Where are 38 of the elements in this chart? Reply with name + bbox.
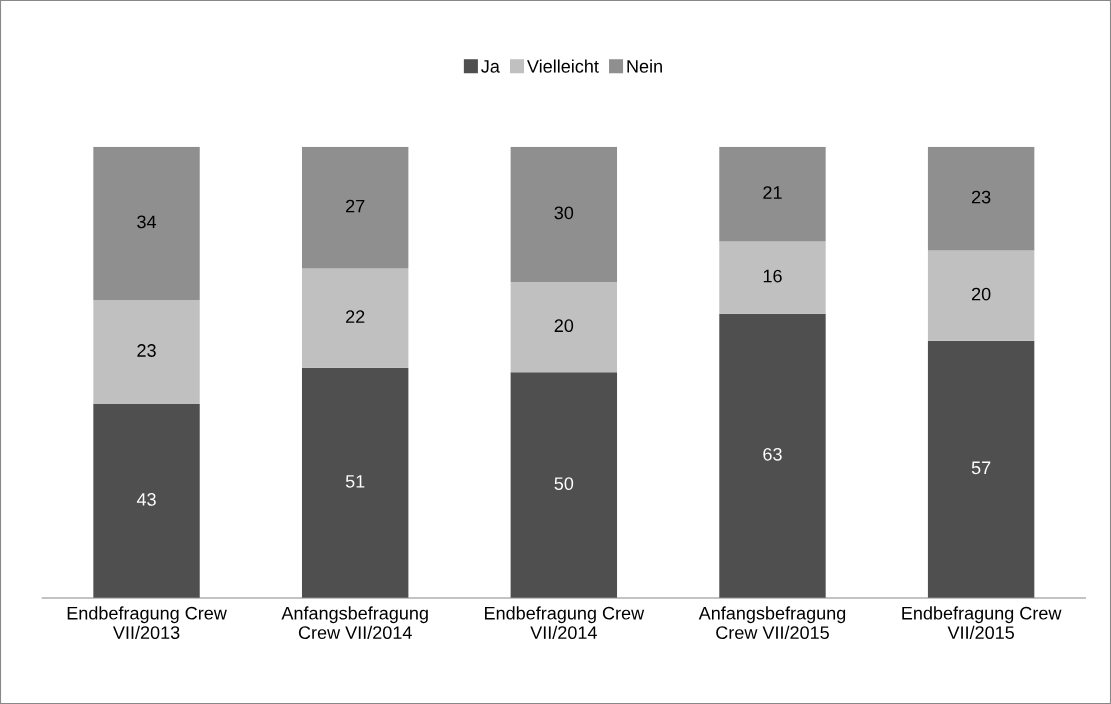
x-tick-label: Endbefragung Crew VII/2015 — [902, 606, 1062, 640]
data-label: 27 — [346, 199, 365, 213]
data-label: 23 — [971, 190, 991, 204]
bar — [719, 313, 826, 598]
bar — [93, 300, 200, 404]
data-label: 20 — [554, 319, 574, 333]
data-label: 50 — [554, 477, 574, 491]
bar — [719, 241, 826, 314]
data-label: 20 — [971, 287, 991, 301]
legend-label: Vielleicht — [527, 59, 599, 73]
bar — [301, 367, 409, 598]
bar — [927, 250, 1035, 341]
x-tick-label: Endbefragung Crew VII/2013 — [67, 606, 227, 640]
bar — [510, 146, 618, 283]
bar — [927, 146, 1035, 251]
bar — [93, 403, 200, 598]
bar — [719, 146, 826, 242]
data-label: 23 — [137, 344, 156, 357]
x-tick-label: Anfangsbefragung Crew VII/2014 — [281, 606, 428, 640]
bar — [510, 372, 618, 598]
data-label: 34 — [137, 215, 157, 229]
bar — [301, 146, 409, 269]
legend-label: Ja — [481, 60, 500, 73]
legend-label: Nein — [627, 59, 662, 73]
data-label: 30 — [554, 206, 574, 220]
x-tick-label: Endbefragung Crew VII/2014 — [485, 606, 645, 640]
bar — [93, 146, 200, 301]
bar — [301, 268, 409, 368]
data-label: 51 — [345, 475, 365, 488]
data-label: 16 — [763, 269, 782, 283]
data-label: 22 — [346, 310, 365, 323]
data-label: 63 — [763, 447, 782, 461]
data-label: 43 — [136, 493, 156, 506]
x-tick-label: Anfangsbefragung Crew VII/2015 — [698, 606, 846, 640]
data-label: 21 — [763, 186, 782, 199]
bar — [510, 282, 618, 373]
bar — [927, 340, 1035, 598]
data-label: 57 — [971, 461, 991, 475]
